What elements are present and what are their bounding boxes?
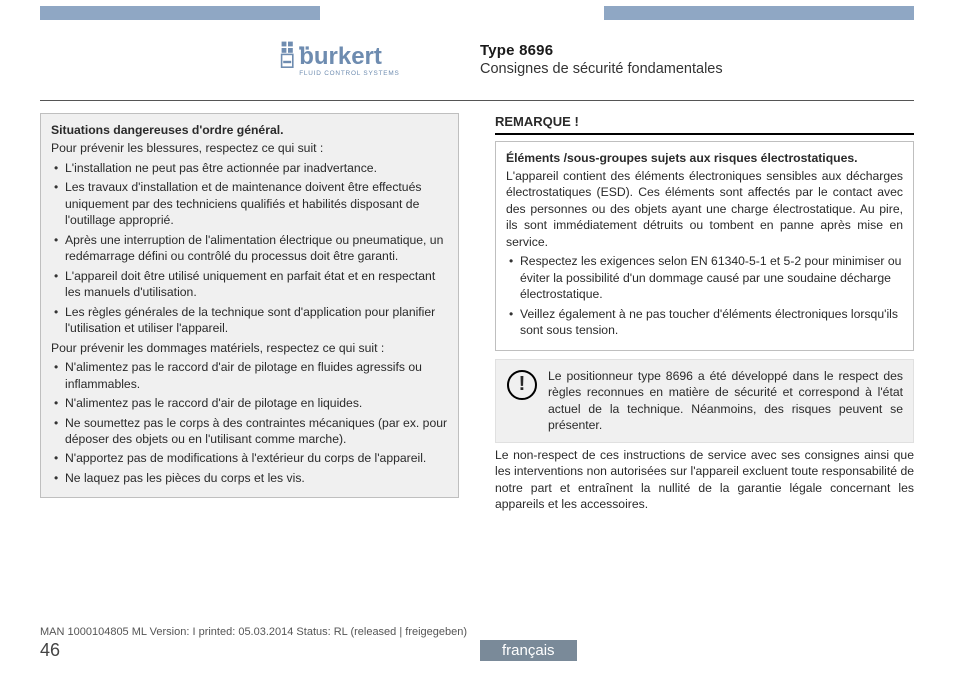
remarque-heading: REMARQUE ! [495,113,914,135]
list-item: N'apportez pas de modifications à l'exté… [51,450,448,466]
list-item: Ne laquez pas les pièces du corps et les… [51,470,448,486]
svg-text:FLUID CONTROL SYSTEMS: FLUID CONTROL SYSTEMS [299,70,399,77]
brand-logo: burkert FLUID CONTROL SYSTEMS [280,40,440,88]
list-item: Ne soumettez pas le corps à des contrain… [51,415,448,448]
esd-box: Éléments /sous-groupes sujets aux risque… [495,141,914,351]
left-intro-1: Pour prévenir les blessures, respectez c… [51,140,448,156]
notice-icon-cell: ! [506,368,538,434]
notice-block: ! Le positionneur type 8696 a été dévelo… [495,359,914,443]
list-item: Les règles générales de la technique son… [51,304,448,337]
doc-type: Type 8696 [480,42,914,59]
header-rule [40,100,914,101]
left-warning-box: Situations dangereuses d'ordre général. … [40,113,459,498]
header-bar-right [604,6,914,20]
language-tab: français [480,640,577,661]
header-title-block: Type 8696 Consignes de sécurité fondamen… [480,40,914,77]
esd-box-para: L'appareil contient des éléments électro… [506,168,903,250]
left-column: Situations dangereuses d'ordre général. … [40,113,459,512]
list-item: Veillez également à ne pas toucher d'élé… [506,306,903,339]
brand-logo-wrap: burkert FLUID CONTROL SYSTEMS [40,40,480,88]
list-item: Après une interruption de l'alimentation… [51,232,448,265]
header-color-bars [0,6,954,20]
footer-row: 46 français [40,640,914,661]
left-list-injuries: L'installation ne peut pas être actionné… [51,160,448,337]
exclamation-icon: ! [507,370,537,400]
page-number: 46 [40,640,480,661]
content-columns: Situations dangereuses d'ordre général. … [40,113,914,512]
list-item: Les travaux d'installation et de mainten… [51,179,448,228]
page: burkert FLUID CONTROL SYSTEMS Type 8696 … [0,0,954,673]
list-item: L'appareil doit être utilisé uniquement … [51,268,448,301]
list-item: N'alimentez pas le raccord d'air de pilo… [51,359,448,392]
disclaimer-text: Le non-respect de ces instructions de se… [495,447,914,513]
release-line: MAN 1000104805 ML Version: I printed: 05… [40,626,914,638]
list-item: N'alimentez pas le raccord d'air de pilo… [51,395,448,411]
svg-text:burkert: burkert [299,43,382,70]
list-item: Respectez les exigences selon EN 61340-5… [506,253,903,302]
left-intro-2: Pour prévenir les dommages matériels, re… [51,340,448,356]
esd-box-list: Respectez les exigences selon EN 61340-5… [506,253,903,338]
left-list-material: N'alimentez pas le raccord d'air de pilo… [51,359,448,486]
footer: MAN 1000104805 ML Version: I printed: 05… [40,626,914,661]
notice-text: Le positionneur type 8696 a été développ… [548,368,903,434]
left-box-title: Situations dangereuses d'ordre général. [51,122,448,138]
right-column: REMARQUE ! Éléments /sous-groupes sujets… [495,113,914,512]
burkert-logo-svg: burkert FLUID CONTROL SYSTEMS [280,40,440,88]
esd-box-title: Éléments /sous-groupes sujets aux risque… [506,150,903,166]
doc-subtitle: Consignes de sécurité fondamentales [480,61,914,77]
header-bar-left [40,6,320,20]
list-item: L'installation ne peut pas être actionné… [51,160,448,176]
